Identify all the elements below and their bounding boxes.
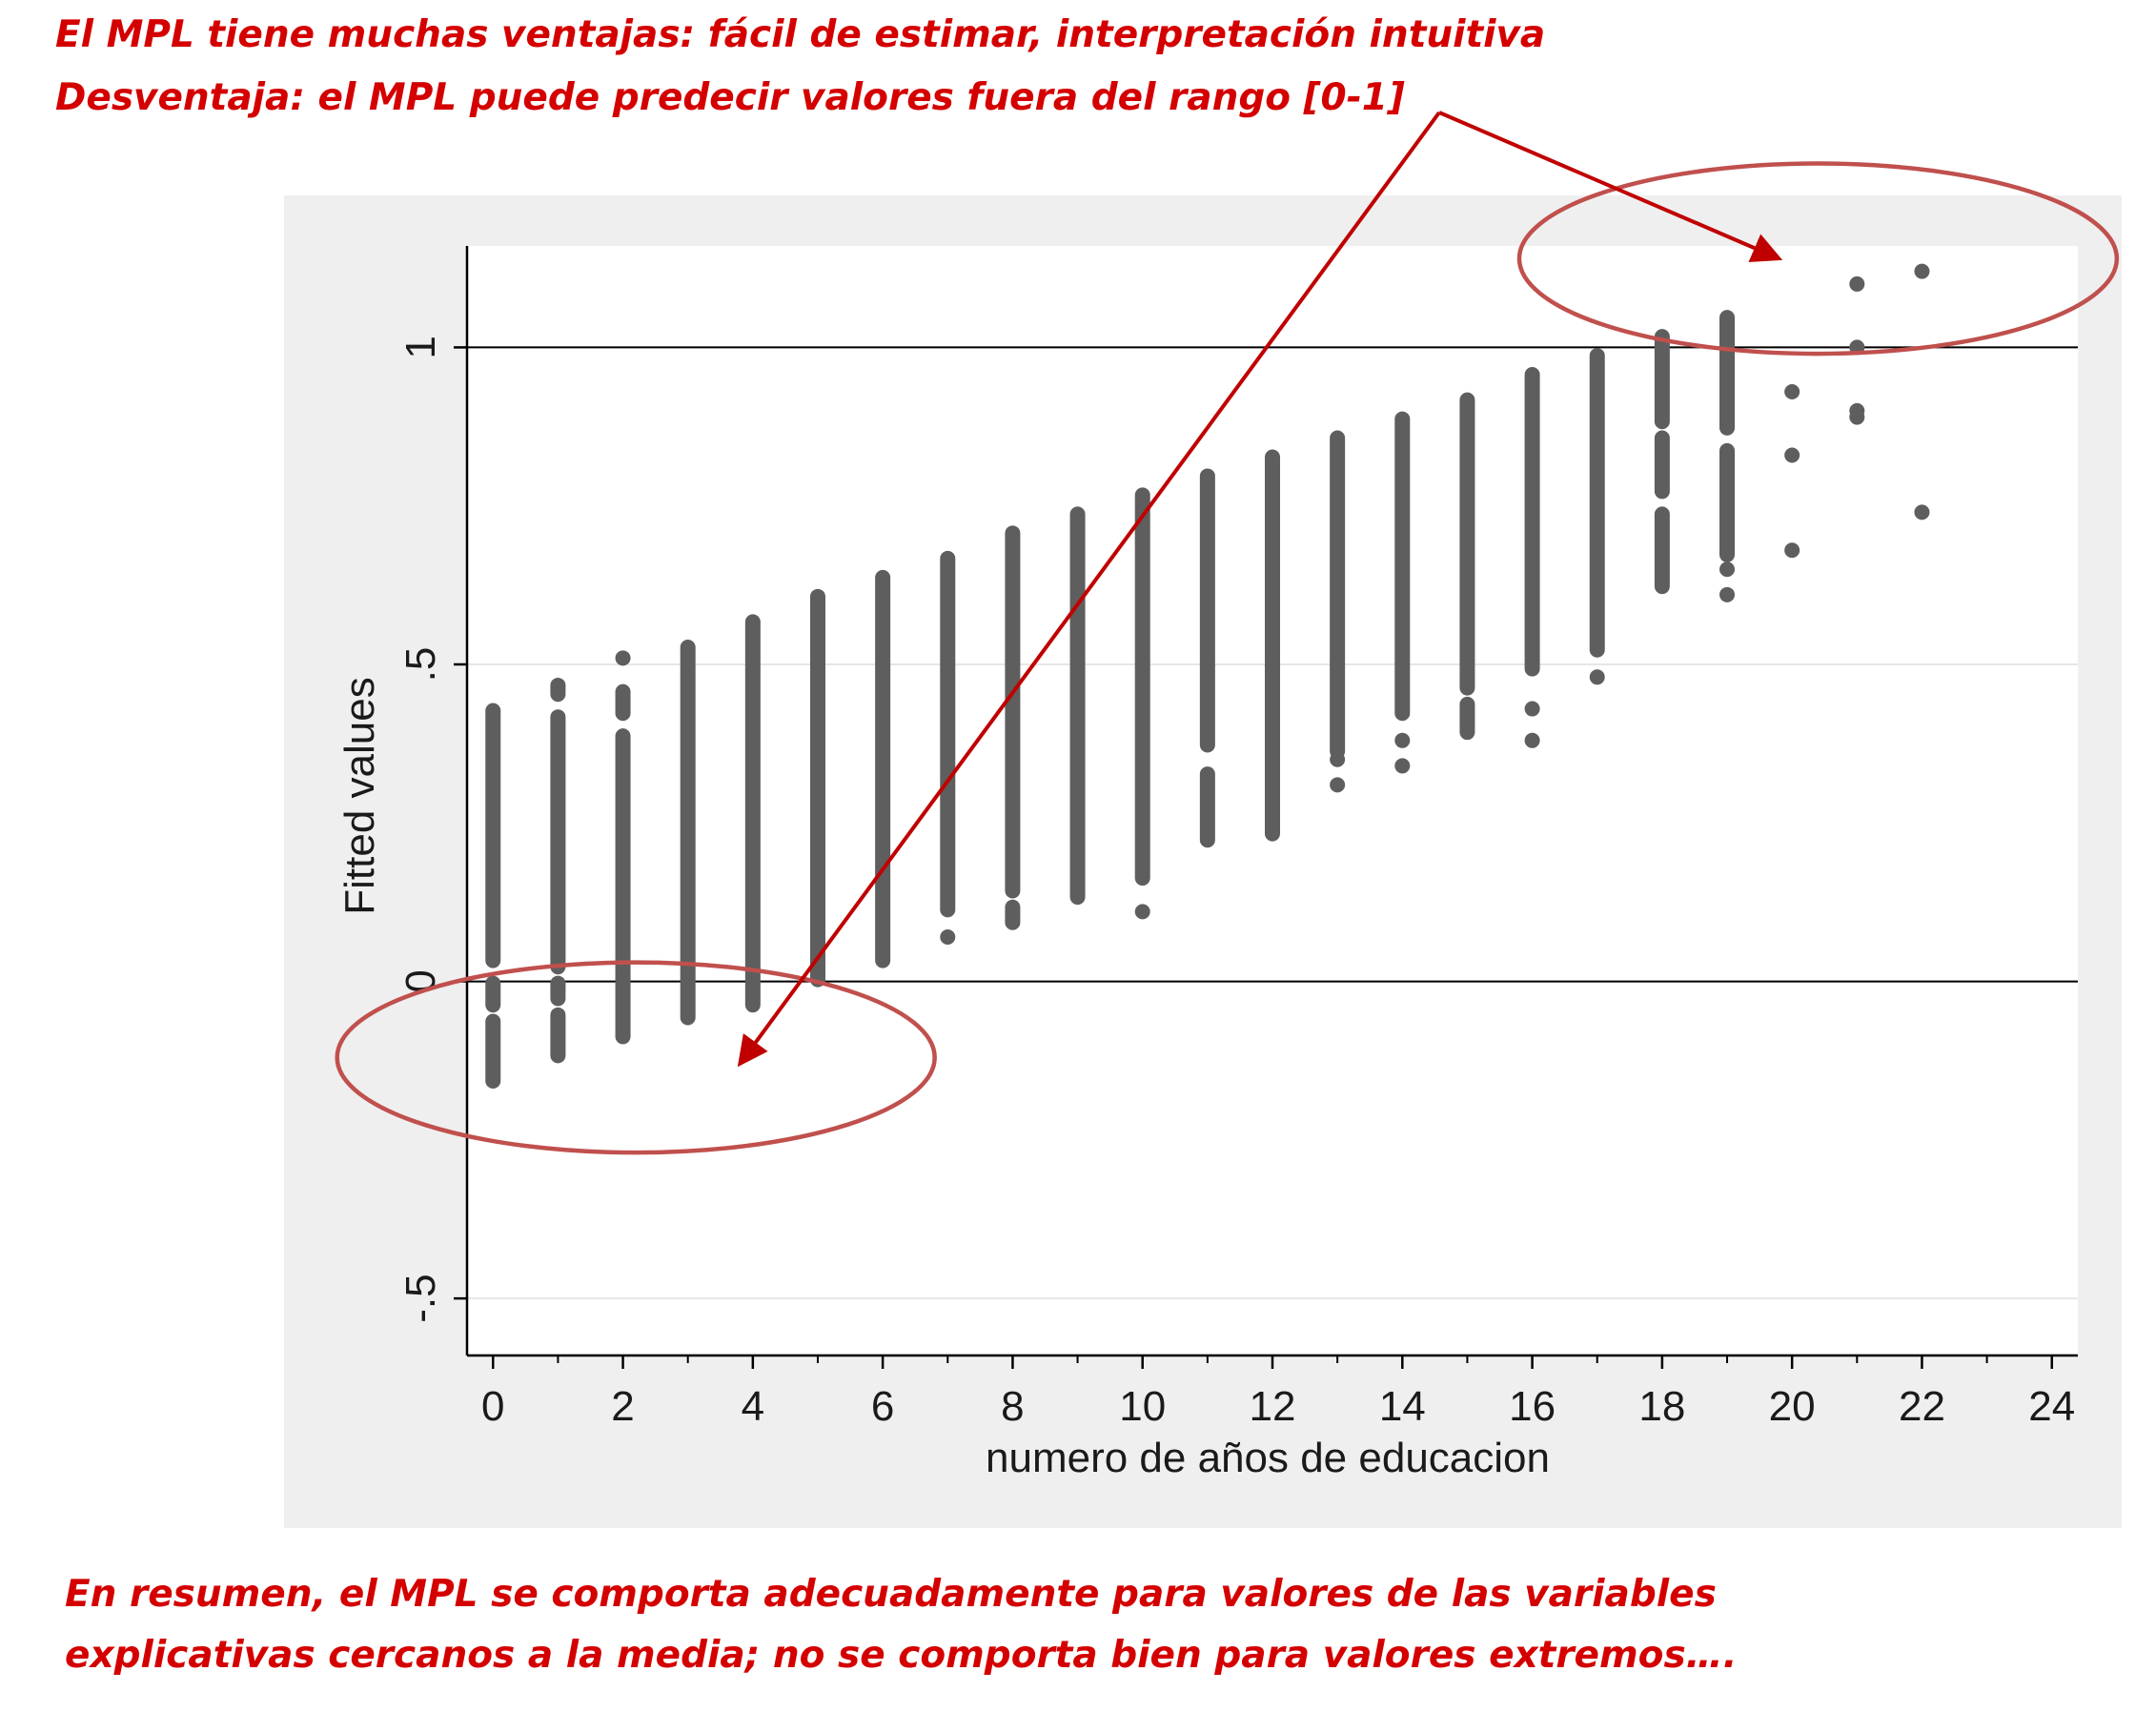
marker-point: [1134, 904, 1150, 920]
marker-column: [550, 975, 566, 1007]
marker-point: [1524, 732, 1540, 748]
marker-column: [1459, 392, 1475, 696]
marker-column: [1005, 899, 1021, 930]
y-tick-label: 1: [397, 336, 444, 358]
marker-column: [615, 683, 631, 722]
x-tick-label: 10: [1119, 1383, 1166, 1430]
x-tick-label: 4: [742, 1383, 764, 1430]
marker-point: [1330, 777, 1346, 793]
marker-column: [1654, 430, 1670, 499]
x-tick-label: 12: [1250, 1383, 1296, 1430]
arrow-to-upper-outliers: [1438, 111, 1783, 262]
marker-column: [550, 677, 566, 703]
marker-column: [1394, 411, 1411, 722]
marker-column: [1069, 506, 1086, 906]
marker-column: [744, 614, 761, 1013]
marker-column: [485, 703, 501, 968]
marker-column: [1265, 449, 1280, 842]
arrow-to-lower-outliers: [737, 111, 1441, 1068]
x-tick-label: 18: [1638, 1383, 1685, 1430]
marker-column: [1199, 766, 1215, 848]
marker-column: [1524, 367, 1540, 677]
marker-column: [1459, 696, 1475, 741]
marker-column: [940, 550, 956, 918]
annotation-summary-line-1: En resumen, el MPL se comporta adecuadam…: [65, 1573, 1717, 1616]
marker-column: [1330, 430, 1346, 760]
x-tick-label: 24: [2028, 1383, 2075, 1430]
marker-column: [1005, 525, 1021, 899]
marker-column: [1719, 310, 1736, 436]
marker-point: [1394, 732, 1411, 748]
x-tick-label: 0: [481, 1383, 504, 1430]
y-axis-title: Fitted values: [336, 677, 383, 914]
x-tick-label: 20: [1769, 1383, 1816, 1430]
y-tick-label: .5: [397, 647, 444, 683]
marker-point: [1589, 669, 1605, 685]
x-tick-label: 16: [1509, 1383, 1556, 1430]
marker-column: [550, 1007, 566, 1064]
marker-point: [1914, 263, 1930, 279]
marker-column: [1134, 487, 1150, 887]
marker-point: [1394, 758, 1411, 774]
marker-column: [1654, 506, 1670, 595]
y-tick-label: -.5: [397, 1274, 444, 1322]
marker-point: [1719, 586, 1736, 602]
x-tick-label: 2: [611, 1383, 634, 1430]
marker-column: [550, 709, 566, 975]
x-tick-label: 14: [1379, 1383, 1426, 1430]
marker-column: [485, 1013, 501, 1089]
marker-point: [1849, 275, 1865, 292]
marker-point: [940, 929, 956, 946]
marker-point: [1719, 561, 1736, 578]
annotation-disadvantage: Desventaja: el MPL puede predecir valore…: [55, 76, 1405, 119]
marker-point: [1524, 701, 1540, 717]
y-tick-label: 0: [397, 969, 444, 992]
marker-column: [1199, 468, 1215, 753]
marker-column: [1719, 442, 1736, 562]
marker-column: [1654, 329, 1670, 430]
highlight-ellipse-bottom: [335, 960, 937, 1155]
marker-column: [680, 640, 696, 1026]
marker-point: [615, 650, 631, 666]
marker-point: [1914, 504, 1930, 520]
annotation-summary-line-2: explicativas cercanos a la media; no se …: [65, 1634, 1738, 1677]
marker-point: [1784, 542, 1800, 559]
x-tick-label: 6: [871, 1383, 894, 1430]
x-axis-title: numero de años de educacion: [986, 1435, 1550, 1481]
x-tick-label: 8: [1001, 1383, 1024, 1430]
marker-point: [1330, 751, 1346, 767]
marker-column: [875, 569, 891, 968]
marker-column: [1589, 348, 1605, 658]
marker-column: [615, 728, 631, 1045]
x-tick-label: 22: [1899, 1383, 1945, 1430]
marker-point: [1784, 383, 1800, 399]
marker-point: [1849, 402, 1865, 418]
annotation-advantages: El MPL tiene muchas ventajas: fácil de e…: [55, 13, 1546, 56]
marker-column: [485, 975, 501, 1013]
highlight-ellipse-top: [1516, 161, 2120, 357]
marker-column: [809, 588, 825, 988]
marker-point: [1784, 447, 1800, 463]
